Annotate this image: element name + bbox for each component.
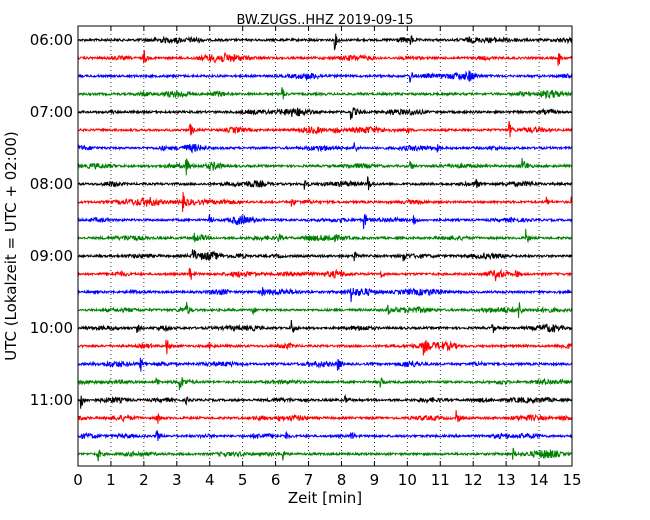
y-tick-label: 08:00 [30,175,73,193]
x-tick-label: 2 [139,471,149,489]
trace-1145 [78,448,572,462]
trace-0915 [78,268,572,281]
x-tick-label: 11 [431,471,450,489]
y-tick-label: 07:00 [30,103,73,121]
trace-0945 [78,302,572,318]
trace-1045 [78,377,572,390]
trace-1115 [78,410,572,424]
x-tick-label: 0 [73,471,83,489]
trace-0630 [78,71,572,83]
x-tick-label: 7 [304,471,314,489]
y-axis-label: UTC (Lokalzeit = UTC + 02:00) [2,131,20,361]
trace-1030 [78,358,572,372]
trace-0715 [78,121,572,137]
x-tick-label: 3 [172,471,182,489]
x-tick-label: 6 [271,471,281,489]
trace-0600 [78,34,572,50]
x-tick-label: 4 [205,471,215,489]
x-tick-label: 9 [370,471,380,489]
trace-0845 [78,229,572,242]
y-tick-label: 10:00 [30,319,73,337]
y-tick-label: 11:00 [30,391,73,409]
x-tick-label: 13 [497,471,516,489]
y-tick-label: 09:00 [30,247,73,265]
x-tick-label: 12 [464,471,483,489]
trace-1015 [78,340,572,356]
trace-0900 [78,249,572,261]
trace-0730 [78,142,572,152]
trace-1100 [78,396,572,409]
x-tick-label: 10 [398,471,417,489]
trace-0615 [78,51,572,66]
x-tick-label: 14 [530,471,549,489]
trace-0745 [78,158,572,175]
trace-0700 [78,108,572,120]
trace-1000 [78,320,572,333]
x-axis-label: Zeit [min] [288,489,362,507]
traces [78,34,572,462]
x-tick-label: 8 [337,471,347,489]
x-tick-label: 1 [106,471,116,489]
trace-0930 [78,287,572,302]
trace-0645 [78,87,572,99]
trace-0800 [78,176,572,190]
trace-1130 [78,430,572,441]
y-tick-label: 06:00 [30,31,73,49]
trace-0830 [78,214,572,229]
trace-0815 [78,192,572,212]
x-tick-label: 15 [562,471,581,489]
x-tick-label: 5 [238,471,248,489]
